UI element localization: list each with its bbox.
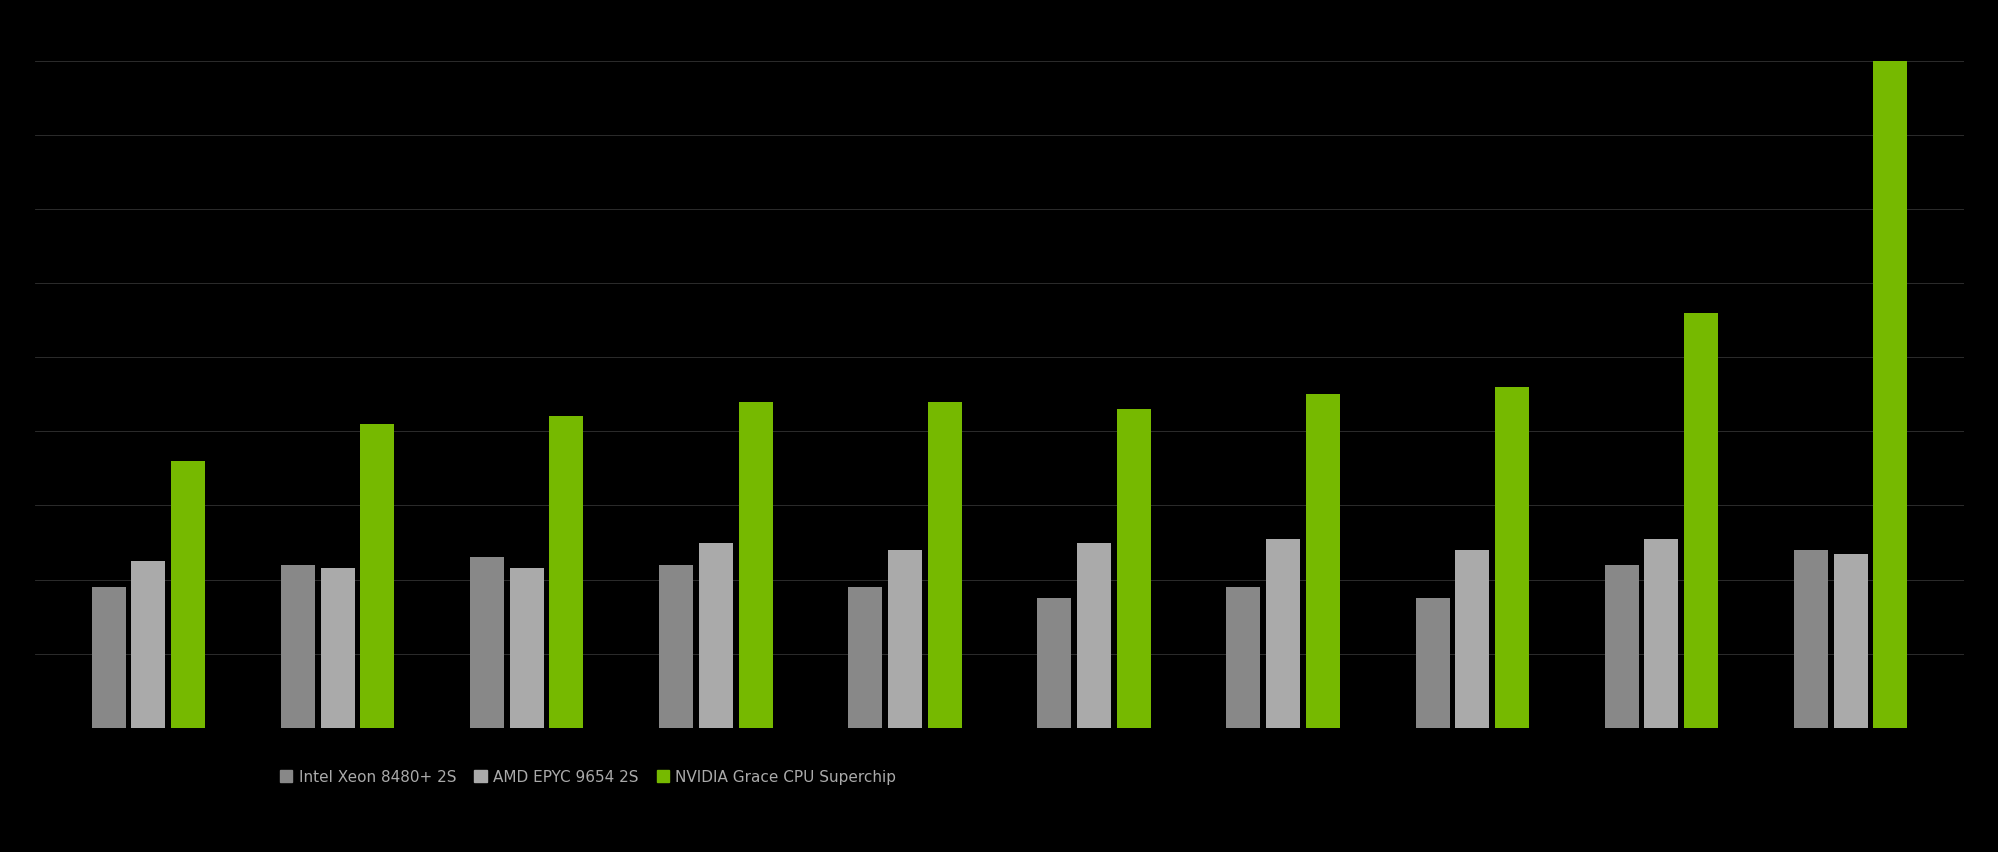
- Bar: [887, 550, 921, 728]
- Bar: [1682, 313, 1718, 728]
- Bar: [927, 401, 961, 728]
- Bar: [847, 587, 881, 728]
- Bar: [737, 401, 771, 728]
- Bar: [509, 568, 543, 728]
- Bar: [1604, 565, 1638, 728]
- Bar: [360, 424, 394, 728]
- Bar: [1644, 538, 1678, 728]
- Bar: [470, 557, 503, 728]
- Bar: [92, 587, 126, 728]
- Bar: [1832, 554, 1866, 728]
- Bar: [1265, 538, 1299, 728]
- Bar: [549, 417, 583, 728]
- Bar: [1872, 60, 1906, 728]
- Bar: [172, 461, 206, 728]
- Bar: [1495, 387, 1528, 728]
- Bar: [320, 568, 354, 728]
- Bar: [1415, 598, 1449, 728]
- Bar: [699, 543, 733, 728]
- Bar: [1792, 550, 1826, 728]
- Bar: [132, 561, 166, 728]
- Bar: [659, 565, 693, 728]
- Bar: [280, 565, 316, 728]
- Bar: [1077, 543, 1111, 728]
- Legend: Intel Xeon 8480+ 2S, AMD EPYC 9654 2S, NVIDIA Grace CPU Superchip: Intel Xeon 8480+ 2S, AMD EPYC 9654 2S, N…: [274, 763, 901, 791]
- Bar: [1455, 550, 1489, 728]
- Bar: [1227, 587, 1261, 728]
- Bar: [1117, 409, 1151, 728]
- Bar: [1305, 394, 1339, 728]
- Bar: [1037, 598, 1071, 728]
